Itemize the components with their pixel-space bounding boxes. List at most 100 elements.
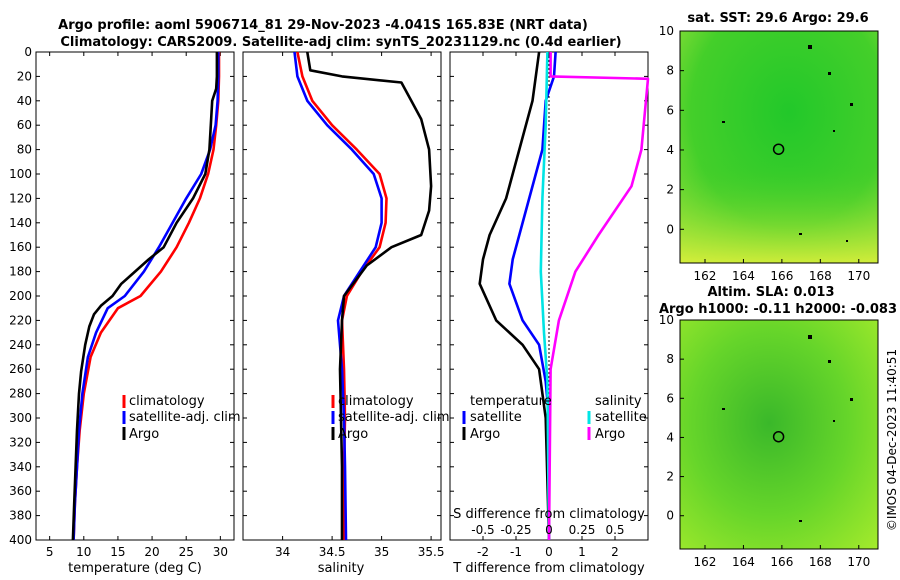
s-tick-label: 0.5 [605, 523, 624, 537]
sla-field [680, 320, 878, 549]
y-tick-label: 120 [9, 191, 32, 205]
map-y-tick-label: 10 [659, 313, 674, 327]
map-x-tick-label: 164 [732, 269, 755, 283]
map-x-tick-label: 166 [770, 555, 793, 569]
map-x-tick-label: 162 [694, 269, 717, 283]
x-tick-label: 30 [213, 545, 228, 559]
map-x-tick-label: 168 [809, 555, 832, 569]
x-tick-label: -1 [510, 545, 522, 559]
temperature-ticks: 5 10 15 20 25 3002040608010012014016018020022… [9, 45, 234, 559]
y-tick-label: 260 [9, 362, 32, 376]
difference-lines [478, 51, 650, 541]
y-tick-label: 0 [24, 45, 32, 59]
x-tick-label: 25 [179, 545, 194, 559]
temperature-xlabel: temperature (deg C) [68, 561, 202, 576]
x-tick-label: 2 [611, 545, 619, 559]
sla-map-title-2: Argo h1000: -0.11 h2000: -0.083 [659, 302, 897, 317]
x-tick-label: 1 [578, 545, 586, 559]
title-line-2: Climatology: CARS2009. Satellite-adj cli… [60, 35, 621, 50]
y-tick-label: 20 [17, 69, 32, 83]
difference-panel: -2 -1 0 1 2 S difference from climatology -0… [449, 51, 650, 576]
map-y-tick-label: 10 [659, 24, 674, 38]
argo-position-marker [772, 143, 785, 155]
salinity-xlabel: salinity [318, 561, 365, 576]
y-tick-label: 300 [9, 411, 32, 425]
s-tick-label: -0.25 [500, 523, 531, 537]
sst-map-panel: sat. SST: 29.6 Argo: 29.6 162 164 166 168 17… [659, 11, 879, 283]
legend-title-temperature: temperature [470, 394, 552, 409]
series-line-temperature-argo [478, 51, 551, 541]
y-tick-label: 280 [9, 387, 32, 401]
y-tick-label: 80 [17, 143, 32, 157]
difference-legend: temperature satellite Argo salinity sate… [462, 394, 647, 442]
map-y-tick-label: 2 [666, 470, 674, 484]
temperature-lines [71, 52, 221, 541]
x-tick-label: 35 [374, 545, 389, 559]
s-tick-label: 0 [545, 523, 553, 537]
s-tick-label: 0.25 [569, 523, 596, 537]
series-line-argo [71, 52, 219, 541]
series-line-satellite-adj-clim [72, 52, 220, 541]
series-line-argo [306, 51, 433, 540]
legend-label-sal-satellite: satellite [595, 410, 647, 425]
salinity-panel: 34 34.5 35 35.5 salinity climatology satell… [242, 51, 450, 576]
series-line-salinity-satellite [539, 51, 551, 541]
x-tick-label: 10 [76, 545, 91, 559]
map-x-tick-label: 168 [809, 269, 832, 283]
map-x-tick-label: 164 [732, 555, 755, 569]
y-tick-label: 40 [17, 94, 32, 108]
x-tick-label: 35.5 [418, 545, 445, 559]
s-difference-ticks: -0.5 -0.25 0 0.25 0.5 [471, 523, 624, 537]
s-tick-label: -0.5 [471, 523, 494, 537]
map-x-tick-label: 170 [847, 269, 870, 283]
sla-map-title-1: Altim. SLA: 0.013 [708, 285, 835, 300]
map-y-tick-label: 6 [666, 391, 674, 405]
y-tick-label: 200 [9, 289, 32, 303]
y-tick-label: 100 [9, 167, 32, 181]
x-tick-label: 20 [144, 545, 159, 559]
series-line-salinity-argo [547, 52, 650, 541]
y-tick-label: 400 [9, 533, 32, 547]
map-x-tick-label: 166 [770, 269, 793, 283]
map-y-tick-label: 4 [666, 430, 674, 444]
sst-map-frame [679, 30, 879, 264]
legend-label-climatology: climatology [129, 394, 205, 409]
legend-label-argo: Argo [338, 427, 368, 442]
y-tick-label: 320 [9, 435, 32, 449]
y-tick-label: 160 [9, 240, 32, 254]
legend-label-satellite: satellite-adj. clim [338, 410, 450, 425]
map-y-tick-label: 6 [666, 103, 674, 117]
y-tick-label: 340 [9, 460, 32, 474]
legend-label-temp-satellite: satellite [470, 410, 522, 425]
y-tick-label: 180 [9, 265, 32, 279]
difference-ticks: -2 -1 0 1 2 [450, 51, 648, 559]
series-line-satellite-adj-clim [293, 51, 383, 541]
x-tick-label: 0 [545, 545, 553, 559]
sla-island-speckles [722, 335, 853, 522]
x-tick-label: 34.5 [319, 545, 346, 559]
salinity-legend: climatology satellite-adj. clim Argo [331, 394, 450, 442]
y-tick-label: 240 [9, 338, 32, 352]
map-y-tick-label: 8 [666, 352, 674, 366]
y-tick-label: 140 [9, 216, 32, 230]
argo-position-marker [772, 430, 785, 443]
salinity-lines [293, 51, 433, 541]
map-y-tick-label: 0 [666, 222, 674, 236]
x-tick-label: -2 [477, 545, 489, 559]
title-line-1: Argo profile: aoml 5906714_81 29-Nov-202… [58, 18, 588, 33]
t-difference-xlabel: T difference from climatology [452, 561, 645, 576]
x-tick-label: 5 [46, 545, 54, 559]
temperature-legend: climatology satellite-adj. clim Argo [122, 394, 241, 442]
series-line-climatology [296, 51, 388, 540]
y-tick-label: 360 [9, 484, 32, 498]
legend-label-argo: Argo [129, 427, 159, 442]
temperature-axes-box [35, 51, 235, 541]
legend-label-climatology: climatology [338, 394, 414, 409]
legend-title-salinity: salinity [595, 394, 642, 409]
map-y-tick-label: 8 [666, 64, 674, 78]
sst-map-ticks: 162 164 166 168 170 0 2 4 6 8 10 [659, 24, 871, 283]
map-y-tick-label: 4 [666, 143, 674, 157]
map-y-tick-label: 2 [666, 183, 674, 197]
sst-island-speckles [722, 45, 853, 242]
